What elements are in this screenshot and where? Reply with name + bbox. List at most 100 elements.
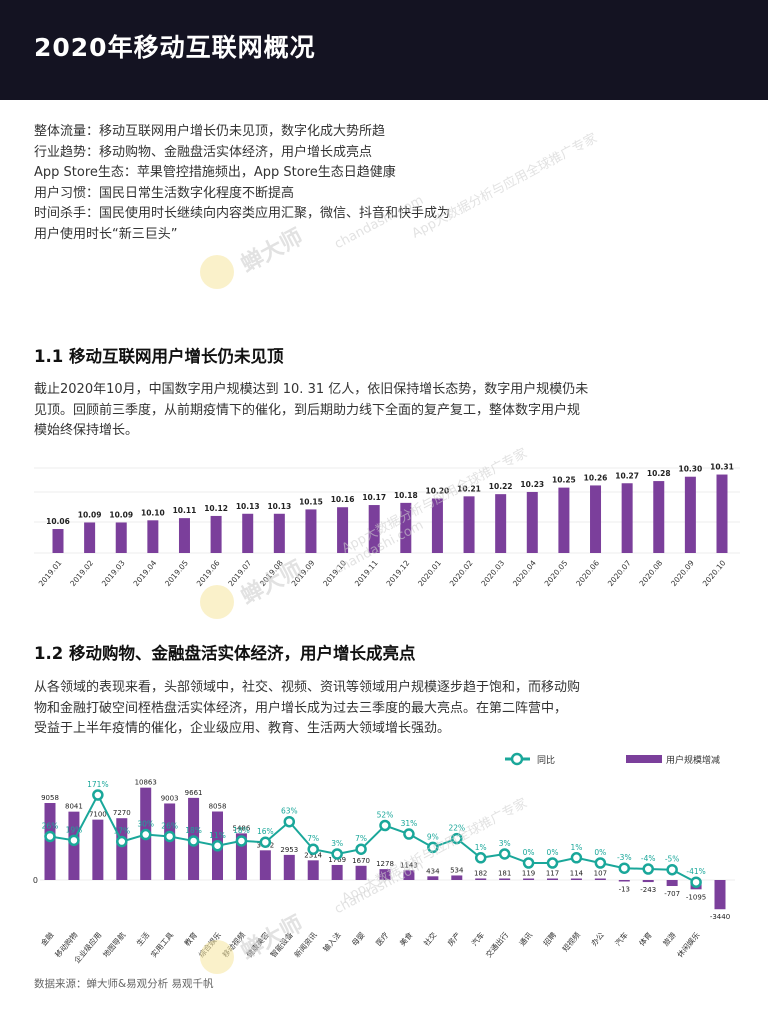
x-tick-label: 旅游 — [660, 929, 678, 947]
growth-marker — [642, 863, 654, 875]
bar — [210, 515, 222, 553]
growth-label: 31% — [401, 819, 418, 828]
bar — [259, 850, 271, 880]
section-2-line: 物和金融打破空间桎梏盘活实体经济，用户增长成为过去三季度的最大亮点。在第二阵营中… — [34, 700, 568, 716]
bar-value-label: 10.31 — [710, 463, 734, 472]
bar-value-label: 10.11 — [173, 506, 197, 515]
bar-value-label: -707 — [664, 890, 680, 898]
bar-value-label: 107 — [594, 870, 607, 878]
section-1-line: 截止2020年10月，中国数字用户规模达到 10. 31 亿人，依旧保持增长态势… — [34, 382, 589, 397]
growth-label: -3% — [617, 853, 632, 862]
bar — [451, 875, 463, 880]
zero-axis-label: 0 — [33, 876, 38, 885]
legend-label: 用户规模增减 — [666, 754, 720, 766]
growth-label: 171% — [87, 780, 108, 789]
x-tick-label: 2020.10 — [701, 558, 728, 588]
x-tick-label: 智能设备 — [268, 929, 295, 959]
bar — [666, 880, 678, 887]
bar-value-label: 10.10 — [141, 508, 165, 517]
bar — [115, 522, 127, 553]
bar — [499, 878, 511, 880]
summary-item: 用户使用时长“新三巨头” — [34, 226, 178, 242]
growth-marker — [92, 789, 104, 801]
growth-label: 63% — [281, 807, 298, 816]
growth-marker — [163, 830, 176, 843]
x-tick-label: 新闻资讯 — [292, 929, 319, 959]
summary-item: 时间杀手：国民使用时长继续向内容类应用汇聚，微信、抖音和快手成为 — [34, 206, 451, 221]
x-tick-label: 金融 — [38, 929, 56, 947]
bar — [52, 529, 64, 553]
growth-label: 3% — [331, 839, 343, 848]
section-2-line: 受益于上半年疫情的催化，企业级应用、教育、生活两大领域增长强劲。 — [34, 721, 451, 736]
bar-value-label: 117 — [546, 870, 559, 878]
section-2-line: 从各领域的表现来看，头部领域中，社交、视频、资讯等领域用户规模逐步趋于饱和，而移… — [34, 680, 581, 695]
growth-label: -4% — [641, 854, 656, 863]
growth-label: 18% — [185, 826, 202, 835]
bar-value-label: 5486 — [233, 824, 251, 832]
x-tick-label: 综合娱乐 — [196, 929, 223, 959]
section-2-paragraph: 从各领域的表现来看，头部领域中，社交、视频、资讯等领域用户规模逐步趋于饱和，而移… — [34, 678, 634, 740]
x-tick-label: 休闲娱乐 — [675, 929, 702, 959]
bar — [355, 865, 367, 880]
bar — [618, 880, 630, 882]
user-scale-bar-chart: 10.06 2019.01 10.09 2019.02 10.09 2019.03 10.1… — [34, 463, 740, 588]
summary-item: App Store生态：苹果管控措施频出，App Store生态日趋健康 — [34, 165, 396, 180]
bar-value-label: 10863 — [135, 779, 157, 787]
bar — [379, 869, 391, 880]
bar-value-label: 534 — [450, 866, 464, 874]
bar — [684, 476, 696, 553]
page-title: 2020年移动互联网概况 — [34, 33, 316, 62]
bar — [178, 518, 190, 553]
x-tick-label: 生活 — [134, 929, 152, 947]
x-tick-label: 2020.06 — [574, 558, 601, 588]
x-tick-label: 2019.12 — [385, 558, 412, 588]
bar-value-label: 10.22 — [489, 482, 513, 491]
bar-value-label: 9003 — [161, 794, 179, 802]
growth-marker — [235, 835, 248, 847]
growth-label: 3% — [499, 839, 511, 848]
x-tick-label: 汽车 — [613, 929, 631, 947]
x-tick-label: 2019.11 — [353, 558, 380, 588]
bar — [403, 870, 415, 880]
bar — [147, 520, 159, 553]
bar — [307, 860, 319, 880]
x-tick-label: 招聘 — [541, 929, 559, 947]
x-tick-label: 2019.01 — [37, 558, 64, 588]
growth-marker — [427, 841, 439, 854]
growth-marker — [451, 832, 463, 845]
growth-marker — [498, 848, 511, 860]
bar — [590, 485, 602, 553]
x-tick-label: 体育 — [636, 929, 654, 947]
x-tick-label: 交通出行 — [483, 929, 510, 959]
growth-marker — [474, 852, 487, 864]
growth-marker — [690, 876, 702, 888]
growth-label: 9% — [427, 832, 439, 841]
bar — [305, 509, 317, 553]
growth-marker — [666, 863, 678, 876]
growth-label: 22% — [448, 824, 465, 833]
bar — [547, 878, 558, 880]
growth-label: 0% — [594, 848, 606, 857]
growth-marker — [594, 857, 607, 869]
x-tick-label: 汽车 — [469, 929, 487, 947]
bar-value-label: 181 — [498, 869, 511, 877]
bar-value-label: 10.27 — [615, 471, 639, 480]
bar-value-label: 119 — [522, 870, 535, 878]
x-tick-label: 2020.05 — [543, 558, 570, 588]
growth-marker — [211, 840, 224, 852]
x-tick-label: 2019.02 — [68, 558, 95, 588]
watermark-logo-icon — [200, 255, 234, 289]
x-tick-label: 办公 — [589, 929, 607, 947]
x-tick-label: 短视频 — [560, 929, 582, 953]
summary-item: 用户习惯：国民日常生活数字化程度不断提高 — [34, 185, 295, 201]
section-2-title: 1.2 移动购物、金融盘活实体经济，用户增长成亮点 — [34, 644, 416, 663]
bar-value-label: 10.06 — [46, 517, 70, 526]
bar — [642, 880, 654, 883]
x-tick-label: 移动视频 — [220, 929, 247, 959]
bar — [400, 502, 412, 553]
bar-value-label: 10.26 — [584, 473, 608, 482]
section-1-line: 见顶。回顾前三季度，从前期疫情下的催化，到后期助力线下全面的复产复工，整体数字用… — [34, 402, 581, 418]
x-tick-label: 2019.06 — [195, 558, 222, 588]
bar-value-label: 10.09 — [109, 510, 133, 519]
growth-label: -41% — [686, 867, 705, 876]
